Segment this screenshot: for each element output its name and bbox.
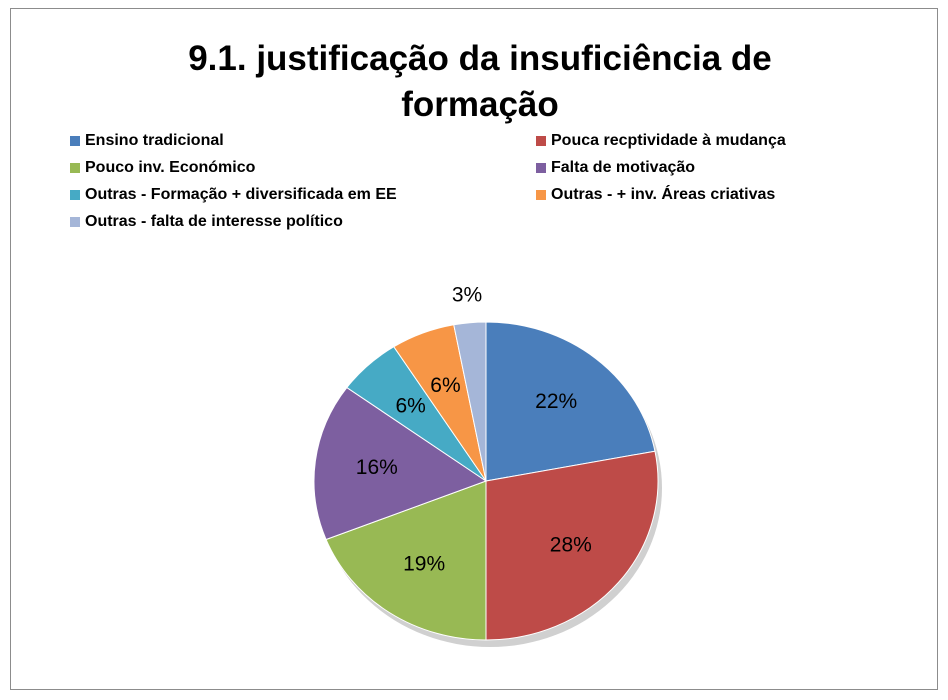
legend-label: Ensino tradicional xyxy=(85,132,224,149)
pie-slice xyxy=(485,321,656,482)
data-label: 6% xyxy=(395,394,425,417)
data-label: 19% xyxy=(403,553,445,576)
data-label: 6% xyxy=(430,374,460,397)
legend-swatch xyxy=(70,190,80,200)
legend-label: Outras - falta de interesse político xyxy=(85,213,343,230)
legend-swatch xyxy=(536,136,546,146)
legend-label: Outras - + inv. Áreas criativas xyxy=(551,184,775,203)
data-label: 3% xyxy=(452,283,482,306)
legend-label: Pouca recptividade à mudança xyxy=(551,132,786,149)
chart-frame xyxy=(10,8,938,690)
legend-label: Outras - Formação + diversificada em EE xyxy=(85,186,397,203)
legend-label: Falta de motivação xyxy=(551,159,695,176)
legend-swatch xyxy=(536,190,546,200)
legend-swatch xyxy=(536,163,546,173)
pie-slice xyxy=(485,450,659,641)
data-label: 16% xyxy=(356,456,398,479)
pie-slice xyxy=(325,480,487,641)
legend-label: Pouco inv. Económico xyxy=(85,159,256,176)
legend-swatch xyxy=(70,163,80,173)
pie-slice xyxy=(313,386,488,541)
data-label: 22% xyxy=(535,390,577,413)
legend-swatch xyxy=(70,217,80,227)
chart-title: 9.1. justificação da insuficiência de fo… xyxy=(188,39,772,124)
pie-slice xyxy=(453,321,487,482)
data-label: 28% xyxy=(550,533,592,556)
legend-swatch xyxy=(70,136,80,146)
